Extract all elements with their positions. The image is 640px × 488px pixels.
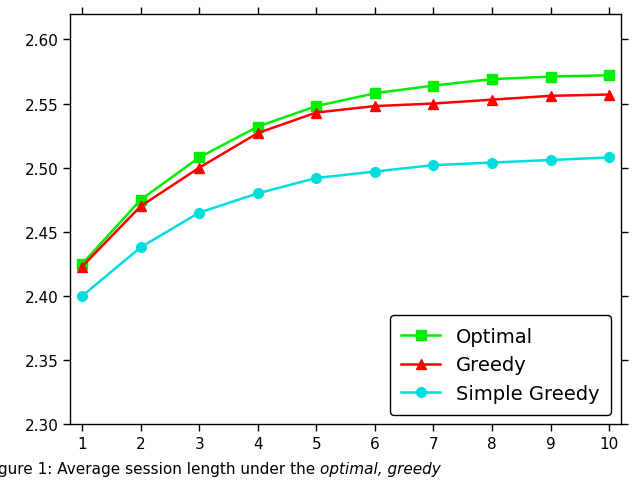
Text: optimal, greedy: optimal, greedy <box>320 461 441 476</box>
Simple Greedy <box>195 210 203 216</box>
Optimal <box>371 91 379 97</box>
Line: Optimal: Optimal <box>77 71 614 269</box>
Legend: Optimal, Greedy, Simple Greedy: Optimal, Greedy, Simple Greedy <box>390 315 611 415</box>
Simple Greedy <box>547 158 554 163</box>
Simple Greedy <box>137 245 145 251</box>
Simple Greedy <box>78 293 86 299</box>
Simple Greedy <box>312 176 320 182</box>
Simple Greedy <box>371 169 379 175</box>
Greedy <box>137 204 145 210</box>
Greedy <box>312 110 320 116</box>
Greedy <box>429 102 437 107</box>
Greedy <box>547 94 554 100</box>
Optimal <box>605 73 613 79</box>
Greedy <box>488 98 496 103</box>
Simple Greedy <box>605 155 613 161</box>
Text: Figure 1: Average session length under the: Figure 1: Average session length under t… <box>0 461 320 476</box>
Simple Greedy <box>254 191 262 197</box>
Simple Greedy <box>488 160 496 166</box>
Optimal <box>429 83 437 89</box>
Optimal <box>547 75 554 81</box>
Greedy <box>78 264 86 270</box>
Optimal <box>312 104 320 110</box>
Optimal <box>137 198 145 203</box>
Greedy <box>195 165 203 171</box>
Simple Greedy <box>429 163 437 169</box>
Greedy <box>254 131 262 137</box>
Greedy <box>371 104 379 110</box>
Line: Greedy: Greedy <box>77 90 614 272</box>
Optimal <box>78 262 86 267</box>
Optimal <box>488 77 496 83</box>
Optimal <box>195 155 203 161</box>
Line: Simple Greedy: Simple Greedy <box>77 153 614 301</box>
Optimal <box>254 124 262 130</box>
Greedy <box>605 92 613 98</box>
